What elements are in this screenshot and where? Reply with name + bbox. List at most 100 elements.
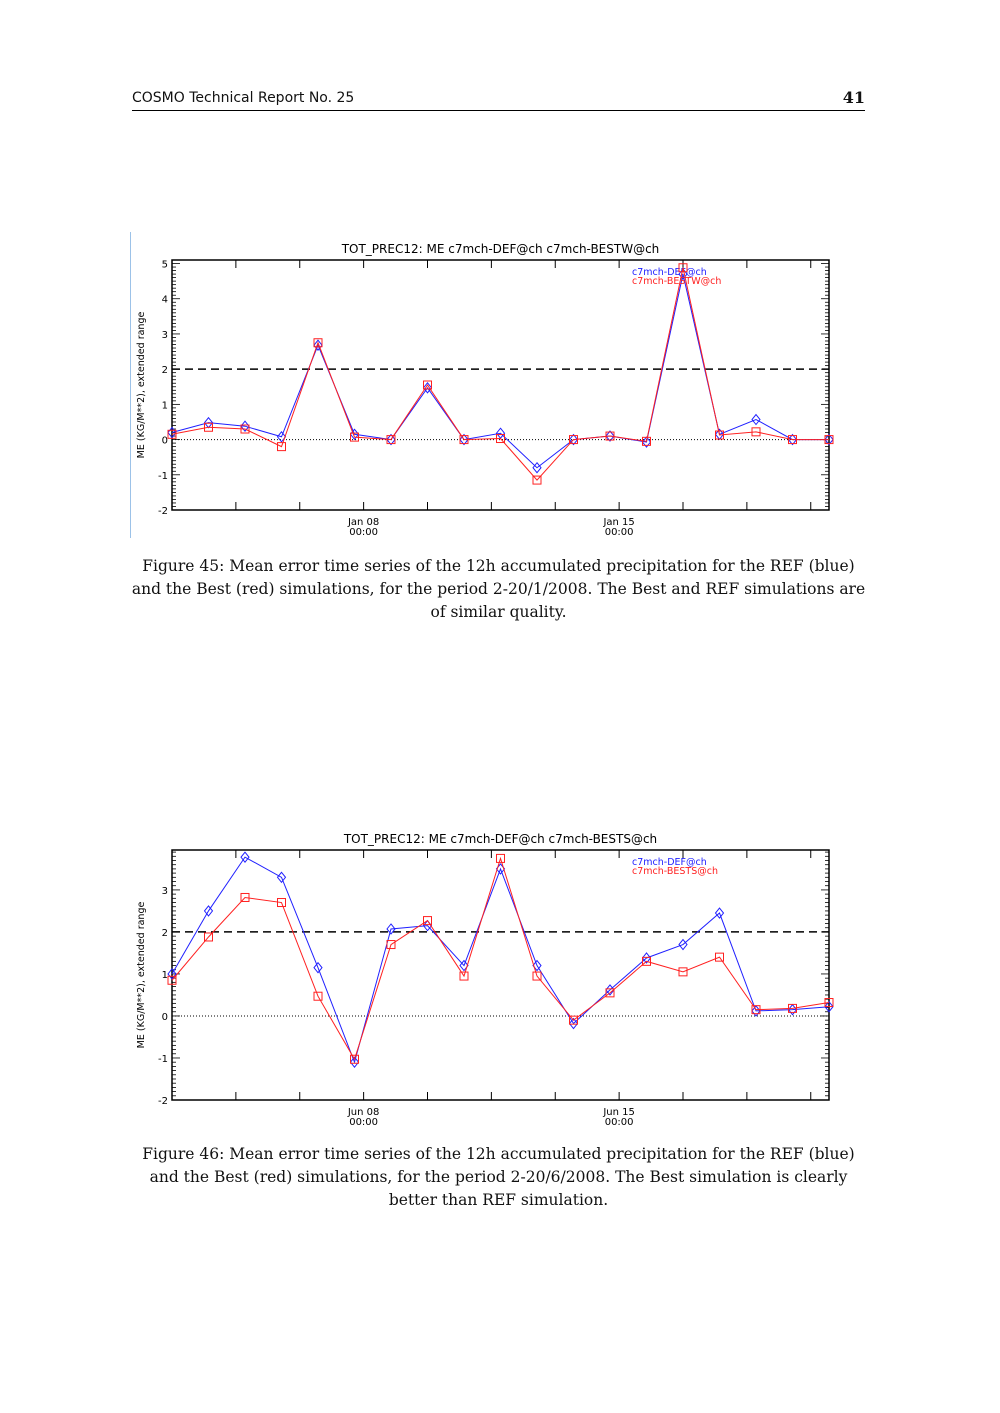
y-tick-label: 0: [162, 436, 168, 447]
data-point-square: [715, 430, 724, 440]
data-point-square: [423, 380, 432, 390]
y-tick-label: 3: [162, 330, 168, 341]
data-point-square: [788, 435, 797, 445]
y-tick-label: -2: [158, 506, 168, 517]
data-point-square: [459, 971, 469, 981]
data-point-diamond: [313, 961, 323, 974]
chart-title: TOT_PREC12: ME c7mch-DEF@ch c7mch-BESTS@…: [343, 832, 657, 846]
data-point-square: [167, 975, 177, 985]
data-point-diamond: [386, 923, 396, 935]
data-point-diamond: [240, 851, 250, 863]
data-point-square: [751, 1005, 761, 1015]
data-point-square: [386, 940, 396, 950]
y-tick-label: 2: [162, 365, 168, 376]
y-tick-label: 1: [162, 400, 168, 411]
data-point-square: [605, 988, 615, 998]
data-point-square: [423, 916, 432, 926]
y-axis-label: ME (KG/M**2), extended range: [136, 902, 147, 1049]
y-tick-label: 1: [162, 970, 168, 981]
legend-entry: c7mch-DEF@ch: [632, 267, 707, 278]
running-header: COSMO Technical Report No. 25 41: [132, 88, 865, 111]
data-point-diamond: [349, 1056, 360, 1068]
x-tick-label: Jan 08: [347, 517, 379, 528]
y-tick-label: -2: [158, 1096, 168, 1107]
data-point-square: [532, 475, 542, 485]
page-number: 41: [842, 88, 865, 107]
legend-entry: c7mch-BESTW@ch: [632, 276, 721, 287]
data-point-diamond: [678, 268, 688, 280]
legend-entry: c7mch-DEF@ch: [632, 857, 707, 868]
data-point-diamond: [824, 433, 834, 446]
data-point-diamond: [532, 959, 542, 972]
figure-46-caption: Figure 46: Mean error time series of the…: [142, 1145, 855, 1209]
figure-46-chart: TOT_PREC12: ME c7mch-DEF@ch c7mch-BESTS@…: [130, 825, 840, 1135]
y-tick-label: 2: [162, 928, 168, 939]
x-tick-label: Jun 08: [347, 1107, 380, 1118]
figure-45-chart: TOT_PREC12: ME c7mch-DEF@ch c7mch-BESTW@…: [130, 235, 840, 545]
y-axis-label: ME (KG/M**2), extended range: [136, 312, 147, 459]
data-point-square: [350, 1054, 359, 1064]
data-point-square: [642, 956, 651, 966]
data-point-square: [678, 967, 688, 977]
data-point-square: [824, 435, 834, 445]
data-point-square: [204, 932, 213, 942]
plot-frame: [171, 849, 830, 1101]
data-point-square: [532, 971, 542, 981]
data-point-square: [569, 1015, 578, 1025]
data-point-square: [204, 422, 213, 432]
y-tick-label: 5: [162, 260, 168, 271]
data-point-square: [240, 892, 250, 902]
data-point-square: [313, 991, 323, 1001]
data-point-square: [277, 898, 286, 908]
data-point-diamond: [167, 426, 177, 439]
data-point-square: [167, 429, 177, 439]
data-point-diamond: [568, 1017, 579, 1030]
data-point-diamond: [787, 433, 798, 446]
report-title: COSMO Technical Report No. 25: [132, 90, 355, 106]
x-tick-sublabel: 00:00: [349, 1117, 378, 1128]
series-line: [171, 856, 830, 1061]
data-point-diamond: [459, 959, 469, 972]
data-point-diamond: [386, 433, 396, 446]
data-point-diamond: [203, 905, 214, 917]
data-point-square: [240, 424, 250, 434]
plot-frame: [171, 259, 830, 511]
figure-45-caption: Figure 45: Mean error time series of the…: [131, 557, 866, 621]
x-tick-sublabel: 00:00: [605, 527, 634, 538]
data-point-square: [715, 952, 724, 962]
data-point-square: [496, 853, 505, 863]
data-point-square: [569, 435, 578, 445]
data-point-diamond: [714, 907, 725, 919]
data-point-square: [678, 263, 688, 273]
data-point-diamond: [824, 1000, 834, 1013]
y-tick-label: -1: [158, 1054, 168, 1065]
y-tick-label: 4: [162, 295, 168, 306]
data-point-square: [496, 434, 505, 444]
data-point-square: [788, 1003, 797, 1013]
legend-entry: c7mch-BESTS@ch: [632, 866, 718, 877]
x-tick-sublabel: 00:00: [349, 527, 378, 538]
series-line: [171, 856, 830, 1064]
data-point-square: [459, 435, 469, 445]
data-point-square: [824, 998, 834, 1008]
data-point-diamond: [276, 430, 287, 443]
data-point-square: [605, 431, 615, 441]
data-point-diamond: [641, 952, 652, 964]
chart-title: TOT_PREC12: ME c7mch-DEF@ch c7mch-BESTW@…: [341, 242, 660, 256]
data-point-square: [751, 427, 761, 437]
y-tick-label: 3: [162, 886, 168, 897]
y-tick-label: 0: [162, 1012, 168, 1023]
x-tick-label: Jan 15: [602, 517, 634, 528]
data-point-diamond: [313, 339, 323, 352]
data-point-diamond: [167, 968, 177, 980]
data-point-square: [642, 436, 651, 446]
data-point-diamond: [641, 436, 652, 448]
data-point-square: [350, 432, 359, 442]
data-point-diamond: [751, 413, 761, 426]
x-tick-label: Jun 15: [602, 1107, 635, 1118]
data-point-diamond: [605, 430, 615, 442]
data-point-diamond: [459, 433, 469, 446]
data-point-diamond: [276, 871, 287, 884]
y-tick-label: -1: [158, 471, 168, 482]
